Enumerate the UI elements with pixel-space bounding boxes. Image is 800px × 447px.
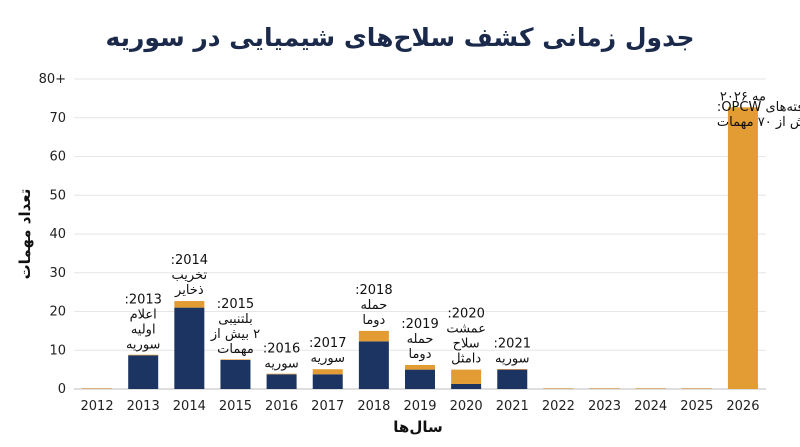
- bar-segment: [497, 369, 528, 389]
- annotation: 2017: سوریه: [309, 336, 346, 366]
- annotation-line: سوریه: [126, 337, 160, 352]
- annotation-line: ذخایر: [174, 283, 204, 298]
- chart-title: جدول زمانی کشف سلاح‌های شیمیایی در سوریه: [105, 23, 694, 53]
- annotation-line: 2018:: [355, 283, 392, 298]
- bar-segment: [312, 374, 343, 389]
- x-axis-ticks: 2012 2013 2014 2015 2016 2017 2018 2019 2020 2021…: [81, 399, 760, 414]
- x-tick-label: 2023: [588, 399, 621, 414]
- y-tick-label: 80+: [39, 72, 66, 87]
- annotation-line: مهمات: [217, 342, 254, 357]
- bar-segment: [220, 359, 251, 360]
- y-tick-label: 40: [49, 227, 66, 242]
- x-tick-label: 2025: [680, 399, 713, 414]
- bar-segment: [128, 354, 159, 356]
- annotation-line: 2015:: [217, 297, 254, 312]
- x-tick-label: 2024: [634, 399, 667, 414]
- annotation-line: 2017:: [309, 336, 346, 351]
- x-tick-label: 2022: [542, 399, 575, 414]
- annotation-line: سوریه: [495, 352, 529, 367]
- annotation-line: دامثل: [451, 352, 481, 367]
- annotation-line: اولیه: [131, 322, 156, 337]
- bar-segment: [451, 383, 482, 389]
- annotation: 2018: حمله دوما: [355, 283, 392, 328]
- bar-segment: [589, 388, 620, 389]
- x-tick-label: 2015: [219, 399, 252, 414]
- x-tick-label: 2019: [403, 399, 436, 414]
- annotation: یافته‌های OPCW:بیش از ۷۰ مهمات: [717, 100, 800, 130]
- annotation-line: اعلام: [130, 307, 157, 322]
- bar-segment: [451, 369, 482, 384]
- bar-segment: [266, 374, 297, 389]
- bar-segment: [497, 369, 528, 370]
- y-axis-ticks: 0 10 20 30 40 50 60 70 80+: [39, 72, 66, 397]
- bar-segment: [82, 388, 113, 389]
- bar-segment: [405, 369, 435, 389]
- annotation: 2015: بلتنیبی ۲ بیش از مهمات: [210, 297, 260, 357]
- x-tick-label: 2013: [127, 399, 160, 414]
- x-tick-label: 2018: [357, 399, 390, 414]
- annotation: 2019: حمله دوما: [401, 317, 438, 362]
- annotation-line: عمشت: [446, 322, 486, 337]
- x-tick-label: 2021: [496, 399, 529, 414]
- x-axis-label: سال‌ها: [393, 418, 442, 436]
- annotation-line: دوما: [362, 313, 385, 328]
- bar-segment: [543, 388, 574, 389]
- annotation-line: ۲ بیش از: [210, 327, 260, 342]
- annotation: 2020: عمشت سلاح دامثل: [446, 307, 486, 367]
- bar-segment: [174, 307, 205, 389]
- annotation-line: مه ۲۰۲۶: [720, 89, 766, 104]
- annotation-line: حمله: [407, 332, 434, 347]
- bar-segment: [266, 373, 297, 375]
- x-tick-label: 2014: [173, 399, 206, 414]
- annotation-line: یافته‌های OPCW:: [717, 100, 800, 115]
- y-tick-label: 50: [49, 188, 66, 203]
- y-tick-label: 70: [49, 111, 66, 126]
- bars: [82, 107, 758, 389]
- annotation-line: دوما: [409, 347, 432, 362]
- annotation-line: بلتنیبی: [218, 312, 252, 327]
- annotation-line: بیش از ۷۰ مهمات: [717, 115, 800, 130]
- annotation-line: 2014:: [171, 253, 208, 268]
- y-tick-label: 30: [49, 266, 66, 281]
- annotation-line: 2013:: [124, 292, 161, 307]
- annotation-line: تخریب: [172, 268, 208, 283]
- annotation-line: سلاح: [453, 337, 480, 352]
- annotation: 2014: تخریب ذخایر: [171, 253, 208, 298]
- annotation-line: 2021:: [494, 337, 531, 352]
- y-axis-label: تعداد مهمات: [16, 189, 34, 280]
- bar-segment: [174, 301, 205, 308]
- bar-segment: [405, 364, 435, 370]
- y-tick-label: 10: [49, 343, 66, 358]
- x-tick-label: 2012: [81, 399, 114, 414]
- annotation-line: حمله: [360, 298, 387, 313]
- bar-segment: [358, 341, 389, 389]
- x-tick-label: 2017: [311, 399, 344, 414]
- y-tick-label: 0: [58, 382, 66, 397]
- annotation: مه ۲۰۲۶: [720, 89, 766, 104]
- annotation-line: 2020:: [447, 307, 484, 322]
- annotation: 2013: اعلام اولیه سوریه: [124, 292, 161, 352]
- bar-segment: [128, 355, 159, 389]
- annotation-line: سوریه: [264, 356, 298, 371]
- bar-segment: [681, 388, 712, 389]
- y-tick-label: 20: [49, 305, 66, 320]
- x-tick-label: 2020: [450, 399, 483, 414]
- x-tick-label: 2016: [265, 399, 298, 414]
- annotation: 2016: سوریه: [263, 341, 300, 371]
- bar-segment: [358, 330, 389, 342]
- bar-segment: [220, 359, 251, 389]
- y-tick-label: 60: [49, 150, 66, 165]
- bar-segment: [312, 369, 343, 375]
- x-tick-label: 2026: [726, 399, 759, 414]
- bar-segment: [727, 107, 758, 389]
- annotation: 2021: سوریه: [494, 337, 531, 367]
- annotation-line: 2016:: [263, 341, 300, 356]
- annotation-line: 2019:: [401, 317, 438, 332]
- bar-segment: [635, 388, 666, 389]
- annotation-line: سوریه: [310, 351, 344, 366]
